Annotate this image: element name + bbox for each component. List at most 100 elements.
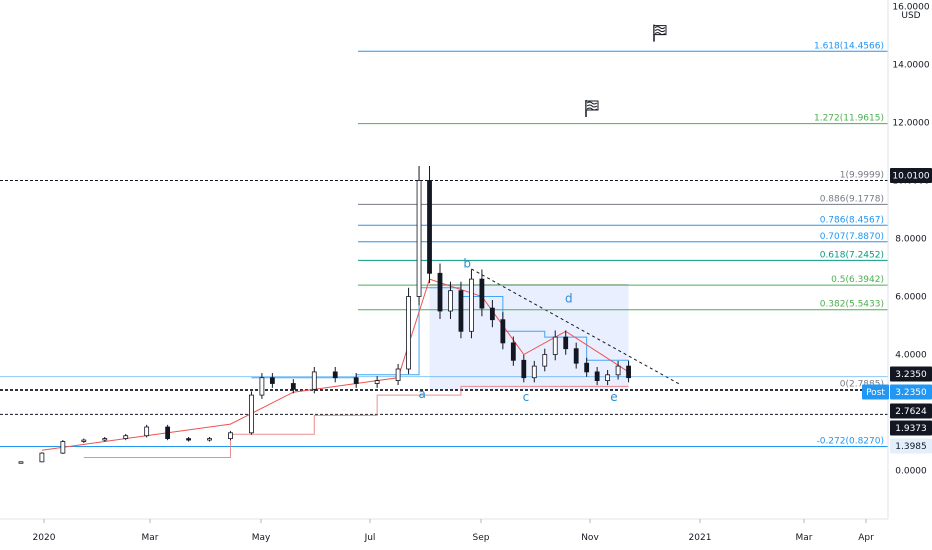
volume-bar <box>885 278 888 280</box>
candle-body <box>542 354 548 367</box>
volume-bar <box>849 319 888 322</box>
x-axis[interactable]: 2020 Mar May Jul Sep Nov 2021 Mar Apr <box>0 518 932 550</box>
volume-bar <box>886 276 888 279</box>
volume-bar <box>817 333 888 336</box>
fib-label: 0(2.7885) <box>840 380 884 390</box>
volume-bar <box>663 385 888 388</box>
candle-body <box>594 371 600 381</box>
volume-bar <box>800 344 888 347</box>
x-tick-label: Jul <box>364 533 376 543</box>
fib-label: -0.272(0.8270) <box>816 437 884 447</box>
price-series <box>18 166 631 464</box>
volume-bar <box>886 448 888 451</box>
candle-body <box>81 439 87 442</box>
volume-bar <box>883 281 888 284</box>
volume-bar <box>824 359 888 362</box>
candle-body <box>479 278 485 309</box>
candle-body <box>510 342 516 361</box>
volume-bar <box>885 427 888 430</box>
volume-bar <box>811 349 888 352</box>
wave-label-c: c <box>523 390 530 404</box>
volume-bar <box>766 391 888 393</box>
wave-label-e: e <box>610 390 617 404</box>
volume-bar <box>719 387 888 390</box>
volume-bar <box>874 293 888 296</box>
fib-label: 1.618(14.4566) <box>814 41 884 51</box>
volume-bar <box>882 283 888 286</box>
volume-bar <box>825 363 888 366</box>
y-tick-label: 8.0000 <box>895 235 927 245</box>
finish-flag-icon <box>653 24 667 42</box>
volume-bar <box>886 274 888 277</box>
price-box-label: 10.0100 <box>892 172 929 182</box>
volume-bar <box>866 443 888 446</box>
fib-extension-lines[interactable]: 1.618(14.4566) 1.272(11.9615) 1(9.9999) 0.8… <box>0 41 888 448</box>
wave-label-b: b <box>463 257 471 271</box>
volume-bar <box>874 297 888 300</box>
x-tick-label: Mar <box>796 533 813 543</box>
volume-bar <box>864 302 888 305</box>
volume-bar <box>870 298 888 301</box>
candle-body <box>427 180 432 274</box>
x-axis-ticks: 2020 Mar May Jul Sep Nov 2021 Mar Apr <box>33 519 874 543</box>
floor-series-line <box>83 385 629 458</box>
wave-label-d: d <box>565 291 573 305</box>
fib-label: 1.272(11.9615) <box>814 114 884 124</box>
volume-bar <box>807 340 888 343</box>
volume-bar <box>856 318 888 320</box>
volume-bar <box>832 365 888 367</box>
volume-bar <box>856 311 888 313</box>
price-box <box>890 438 932 454</box>
candle-body <box>311 371 317 390</box>
post-market-label: Post <box>866 388 885 398</box>
candle-body <box>416 180 422 297</box>
candle-body <box>186 438 191 441</box>
volume-bar <box>875 292 888 294</box>
volume-bar <box>793 392 888 395</box>
y-tick-label: 4.0000 <box>895 351 927 361</box>
volume-bar <box>834 436 888 439</box>
x-tick-label: May <box>252 533 271 543</box>
price-box <box>890 403 932 419</box>
volume-profile <box>615 272 888 454</box>
volume-bar <box>624 384 888 387</box>
x-tick-label: Nov <box>581 533 599 543</box>
candle-body <box>563 336 569 350</box>
volume-bar <box>866 307 888 310</box>
triangle-trend-line <box>471 268 682 386</box>
candle-body <box>458 290 464 332</box>
y-tick-label: 6.0000 <box>895 293 927 303</box>
volume-bar <box>856 432 888 435</box>
volume-bar <box>886 272 888 275</box>
y-axis[interactable]: USD 16.000014.000012.000010.00008.00006.… <box>862 0 932 519</box>
volume-bar <box>818 335 888 338</box>
fib-label: 0.886(9.1778) <box>820 194 884 204</box>
volume-bar <box>863 304 888 306</box>
candle-body <box>615 365 621 376</box>
y-axis-unit: USD <box>901 11 920 21</box>
x-tick-label: Mar <box>142 533 159 543</box>
volume-bar <box>803 351 888 353</box>
volume-bar <box>817 356 888 359</box>
price-box <box>890 420 932 436</box>
volume-bar <box>615 382 888 385</box>
x-axis-background <box>0 519 932 550</box>
volume-bar <box>840 328 888 331</box>
candle-body <box>39 452 45 463</box>
target-flags <box>585 24 667 117</box>
plot-area[interactable] <box>0 0 888 519</box>
volume-bar <box>822 366 888 369</box>
price-box-label: 3.2350 <box>895 370 927 380</box>
candle-body <box>332 371 338 379</box>
volume-bar <box>822 361 888 364</box>
candle-body <box>60 441 66 454</box>
volume-bar <box>864 305 888 308</box>
price-box <box>890 384 932 400</box>
candle-body <box>531 365 537 379</box>
wave-label-a: a <box>419 387 426 401</box>
volume-bar <box>880 288 888 291</box>
volume-bar <box>861 309 888 312</box>
volume-bar <box>830 358 888 360</box>
x-tick-label: 2020 <box>33 533 56 543</box>
